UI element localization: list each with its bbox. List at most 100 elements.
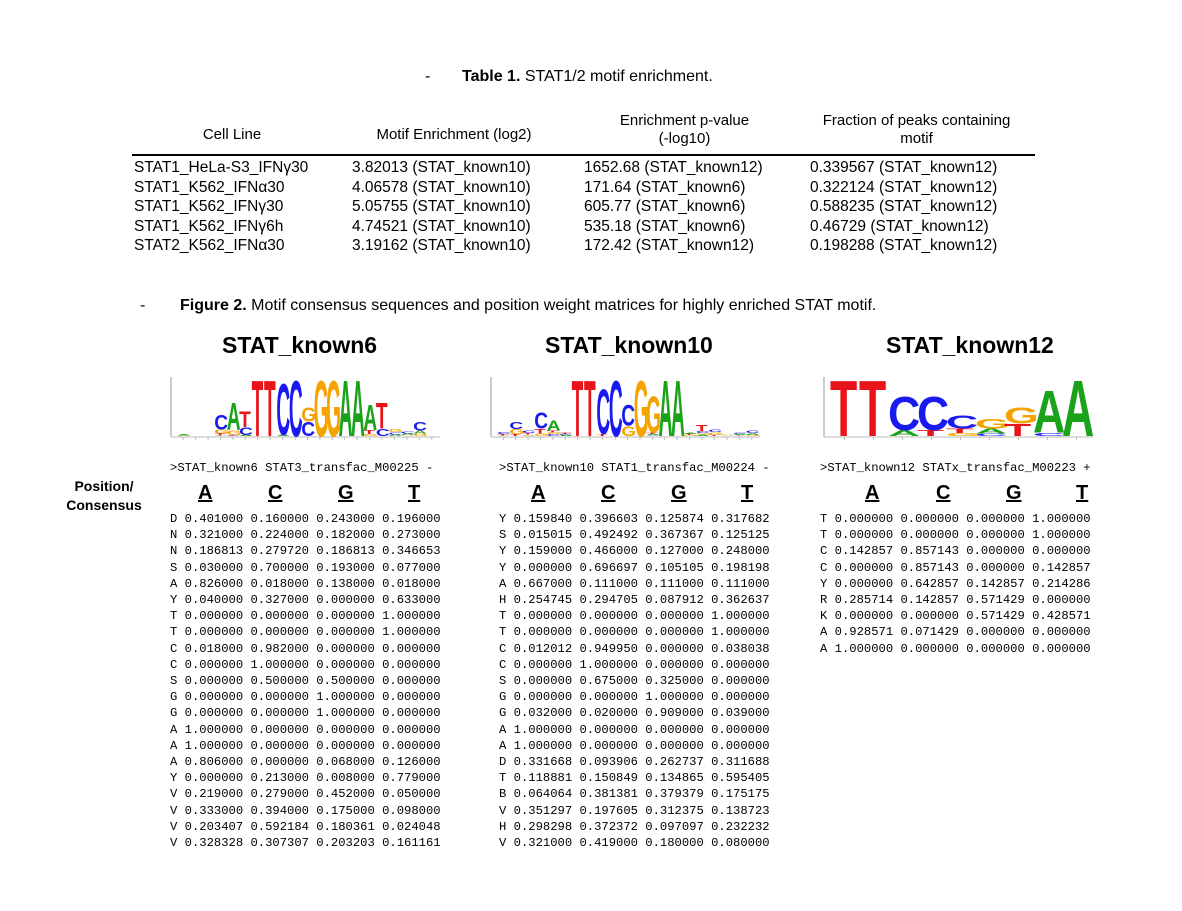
logo-letter-C: C [239, 426, 253, 438]
logo-letter-A: A [214, 435, 228, 436]
logo-letter-C: C [596, 376, 610, 443]
logo-letter-T: T [534, 428, 546, 435]
cell-fraction: 0.339567 (STAT_known12) [810, 159, 998, 176]
pwm-row: V 0.333000 0.394000 0.175000 0.098000 [170, 803, 441, 818]
pwm-row: S 0.015015 0.492492 0.367367 0.125125 [499, 528, 770, 543]
logo-letter-A: A [733, 434, 747, 436]
logo-letter-G: G [634, 373, 649, 443]
logo-letter-C: C [376, 427, 390, 438]
enrichment-table: Cell Line Motif Enrichment (log2) Enrich… [132, 112, 1035, 256]
logo-letter-G: G [1004, 403, 1039, 429]
table-body: STAT1_HeLa-S3_IFNγ30 3.82013 (STAT_known1… [132, 156, 1035, 256]
logo-letter-T: T [214, 433, 227, 436]
cell-fraction: 0.588235 (STAT_known12) [810, 198, 998, 216]
figure-caption-label: Figure 2. [180, 297, 247, 314]
pwm-row: Y 0.000000 0.696697 0.105105 0.198198 [499, 560, 770, 575]
logo-letter-T: T [227, 435, 240, 436]
table-caption: Table 1. STAT1/2 motif enrichment. [462, 68, 713, 86]
logo-letter-A: A [683, 433, 697, 435]
pwm-row: Y 0.000000 0.213000 0.008000 0.779000 [170, 771, 441, 786]
pwm-row: H 0.254745 0.294705 0.087912 0.362637 [499, 593, 770, 607]
logo-letter-T: T [559, 432, 572, 434]
logo-letter-T: T [1004, 421, 1032, 441]
cell-fraction: 0.322124 (STAT_known12) [810, 178, 998, 196]
table-caption-text: STAT1/2 motif enrichment. [524, 68, 713, 85]
pwm-header: >STAT_known6 STAT3_transfac_M00225 - [170, 461, 434, 475]
pwm-row: A 0.826000 0.018000 0.138000 0.018000 [170, 576, 441, 591]
pwm-row: V 0.219000 0.279000 0.452000 0.050000 [170, 787, 441, 802]
logo-letter-C: C [559, 434, 573, 436]
logo-letter-G: G [227, 429, 242, 436]
header-fraction: Fraction of peaks containing motif [822, 112, 1011, 147]
cell-p-value: 171.64 (STAT_known6) [584, 178, 746, 196]
logo-letter-A: A [659, 373, 673, 443]
cell-p-value: 172.42 (STAT_known12) [584, 237, 755, 255]
logo-letter-T: T [596, 434, 609, 437]
base-header-A: A [865, 482, 880, 504]
base-header-A: A [531, 482, 546, 504]
logo-letter-A: A [339, 373, 353, 443]
pwm-row: T 0.000000 0.000000 0.000000 1.000000 [499, 609, 770, 624]
logo-letter-G: G [547, 432, 562, 435]
cell-p-value: 605.77 (STAT_known6) [584, 198, 746, 216]
pwm-row: A 1.000000 0.000000 0.000000 0.000000 [170, 722, 441, 737]
motif-title: STAT_known12 [886, 332, 1054, 358]
logo-letter-C: C [646, 435, 660, 436]
pwm-row: D 0.401000 0.160000 0.243000 0.196000 [170, 512, 441, 526]
logo-letter-T: T [946, 427, 974, 434]
pwm-row: B 0.064064 0.381381 0.379379 0.175175 [499, 787, 770, 802]
pwm-row: A 1.000000 0.000000 0.000000 0.000000 [820, 641, 1091, 656]
base-header-G: G [338, 482, 354, 504]
pwm-row: T 0.000000 0.000000 0.000000 1.000000 [820, 512, 1091, 526]
logo-letter-T: T [708, 434, 721, 436]
pwm-row: C 0.018000 0.982000 0.000000 0.000000 [170, 641, 441, 656]
logo-letter-C: C [413, 421, 427, 434]
logo-letter-G: G [975, 416, 1010, 432]
logo-letter-G: G [214, 428, 229, 435]
logo-letter-C: C [401, 431, 415, 434]
logo-letter-C: C [708, 429, 722, 433]
logo-letter-C: C [733, 432, 747, 434]
base-header-C: C [268, 482, 283, 504]
cell-enrichment: 4.74521 (STAT_known10) [352, 217, 531, 235]
pwm-row: A 0.667000 0.111000 0.111000 0.111000 [499, 576, 770, 591]
figure-caption-text: Motif consensus sequences and position w… [251, 297, 877, 314]
logo-letter-G: G [621, 423, 636, 439]
pwm-row: V 0.328328 0.307307 0.203203 0.161161 [170, 836, 441, 850]
table-row: STAT1_K562_IFNγ30 5.05755 (STAT_known10) 6… [132, 197, 1035, 217]
pwm-row: T 0.000000 0.000000 0.000000 1.000000 [170, 609, 441, 624]
logo-letter-G: G [522, 435, 537, 436]
base-header-C: C [936, 482, 951, 504]
logo-letter-T: T [547, 430, 560, 433]
logo-letter-A: A [671, 373, 685, 443]
pwm-row: N 0.321000 0.224000 0.182000 0.273000 [170, 528, 441, 543]
pwm-row: Y 0.040000 0.327000 0.000000 0.633000 [170, 593, 441, 607]
logo-letter-A: A [351, 373, 365, 443]
pwm-row: A 1.000000 0.000000 0.000000 0.000000 [499, 722, 770, 737]
logo-letter-C: C [301, 419, 315, 441]
logo-letter-G: G [646, 387, 661, 443]
pwm-row: S 0.000000 0.675000 0.325000 0.000000 [499, 674, 770, 688]
logo-letter-C: C [1033, 432, 1065, 437]
pwm-row: A 0.928571 0.071429 0.000000 0.000000 [820, 625, 1091, 640]
logo-letter-G: G [326, 373, 341, 443]
logo-letter-C: C [621, 401, 635, 433]
cell-p-value: 1652.68 (STAT_known12) [584, 159, 763, 176]
logo-letter-T: T [646, 432, 659, 434]
logo-letter-T: T [683, 434, 696, 436]
cell-fraction: 0.198288 (STAT_known12) [810, 237, 998, 255]
logo-letter-C: C [214, 412, 228, 435]
pwm-row: A 1.000000 0.000000 0.000000 0.000000 [170, 738, 441, 753]
logo-letter-G: G [413, 433, 428, 437]
cell-line: STAT1_K562_IFNγ30 [134, 198, 284, 216]
pwm-row: A 1.000000 0.000000 0.000000 0.000000 [499, 738, 770, 753]
pwm-header: >STAT_known10 STAT1_transfac_M00224 - [499, 461, 770, 475]
logo-letter-C: C [975, 433, 1007, 437]
pwm-row: C 0.012012 0.949950 0.000000 0.038038 [499, 641, 770, 656]
logo-letter-A: A [559, 435, 573, 437]
logo-letter-A: A [547, 418, 561, 434]
logo-letter-G: G [314, 373, 329, 443]
